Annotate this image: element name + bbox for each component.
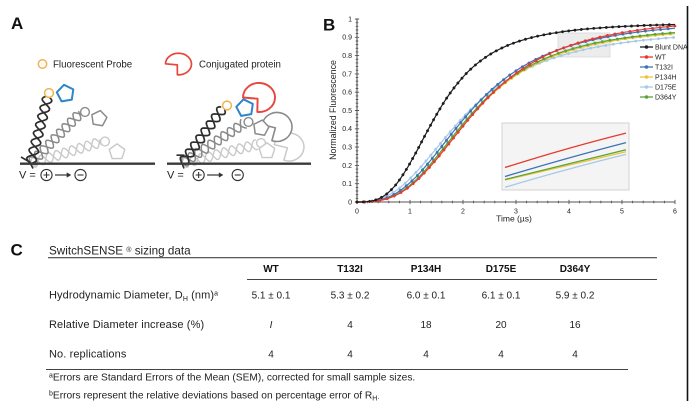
svg-text:0.6: 0.6 — [342, 90, 352, 97]
svg-text:5.3 ± 0.2: 5.3 ± 0.2 — [331, 291, 370, 302]
svg-text:0: 0 — [348, 199, 352, 206]
svg-text:A: A — [11, 14, 23, 33]
svg-text:6.0 ± 0.1: 6.0 ± 0.1 — [407, 291, 446, 302]
svg-text:4: 4 — [498, 350, 504, 361]
svg-text:20: 20 — [495, 320, 507, 331]
svg-text:No. replications: No. replications — [49, 349, 127, 361]
svg-text:P134H: P134H — [655, 75, 676, 82]
svg-text:T132I: T132I — [337, 264, 363, 275]
svg-text:Blunt DNA: Blunt DNA — [655, 45, 688, 52]
svg-text:SwitchSENSE ® sizing data: SwitchSENSE ® sizing data — [49, 245, 191, 258]
svg-text:3: 3 — [514, 209, 518, 216]
svg-text:D175E: D175E — [655, 85, 677, 92]
svg-text:bErrors represent the relative: bErrors represent the relative deviation… — [49, 391, 380, 403]
svg-text:B: B — [323, 16, 335, 35]
svg-text:5.9 ± 0.2: 5.9 ± 0.2 — [556, 291, 595, 302]
svg-text:V =: V = — [19, 170, 36, 182]
svg-text:Fluorescent Probe: Fluorescent Probe — [53, 60, 132, 71]
svg-text:0.1: 0.1 — [342, 181, 352, 188]
svg-text:5: 5 — [620, 209, 624, 216]
svg-text:V =: V = — [167, 170, 184, 182]
svg-text:16: 16 — [569, 320, 581, 331]
svg-text:I: I — [270, 320, 273, 331]
svg-text:0.7: 0.7 — [342, 71, 352, 78]
svg-text:6.1 ± 0.1: 6.1 ± 0.1 — [482, 291, 521, 302]
svg-text:6: 6 — [673, 209, 677, 216]
svg-text:1: 1 — [348, 16, 352, 23]
svg-text:4: 4 — [268, 350, 274, 361]
svg-text:2: 2 — [461, 209, 465, 216]
svg-text:T132I: T132I — [655, 65, 673, 72]
svg-text:Hydrodynamic Diameter, DH (nm): Hydrodynamic Diameter, DH (nm)a — [49, 290, 218, 304]
svg-text:0.5: 0.5 — [342, 108, 352, 115]
svg-text:Time (µs): Time (µs) — [496, 214, 532, 224]
svg-text:4: 4 — [347, 320, 353, 331]
svg-text:5.1 ± 0.1: 5.1 ± 0.1 — [252, 291, 291, 302]
svg-text:4: 4 — [567, 209, 571, 216]
svg-text:0.2: 0.2 — [342, 163, 352, 170]
svg-text:0.3: 0.3 — [342, 145, 352, 152]
svg-text:D364Y: D364Y — [655, 95, 677, 102]
svg-text:0.9: 0.9 — [342, 35, 352, 42]
svg-text:0.4: 0.4 — [342, 126, 352, 133]
svg-text:1: 1 — [408, 209, 412, 216]
svg-text:C: C — [11, 241, 23, 260]
svg-text:4: 4 — [572, 350, 578, 361]
svg-text:0.8: 0.8 — [342, 53, 352, 60]
svg-text:WT: WT — [655, 55, 667, 62]
svg-text:D175E: D175E — [486, 264, 517, 275]
svg-text:0: 0 — [355, 209, 359, 216]
svg-text:Conjugated protein: Conjugated protein — [199, 60, 281, 71]
svg-text:Relative Diameter increase (%): Relative Diameter increase (%) — [49, 319, 204, 331]
svg-text:aErrors are Standard Errors o: aErrors are Standard Errors of the Mean … — [49, 373, 415, 384]
svg-text:4: 4 — [347, 350, 353, 361]
svg-text:P134H: P134H — [411, 264, 442, 275]
svg-text:4: 4 — [423, 350, 429, 361]
svg-text:18: 18 — [420, 320, 432, 331]
svg-text:WT: WT — [263, 264, 279, 275]
svg-text:D364Y: D364Y — [560, 264, 591, 275]
svg-text:Normalized Fluorescence: Normalized Fluorescence — [328, 60, 338, 160]
